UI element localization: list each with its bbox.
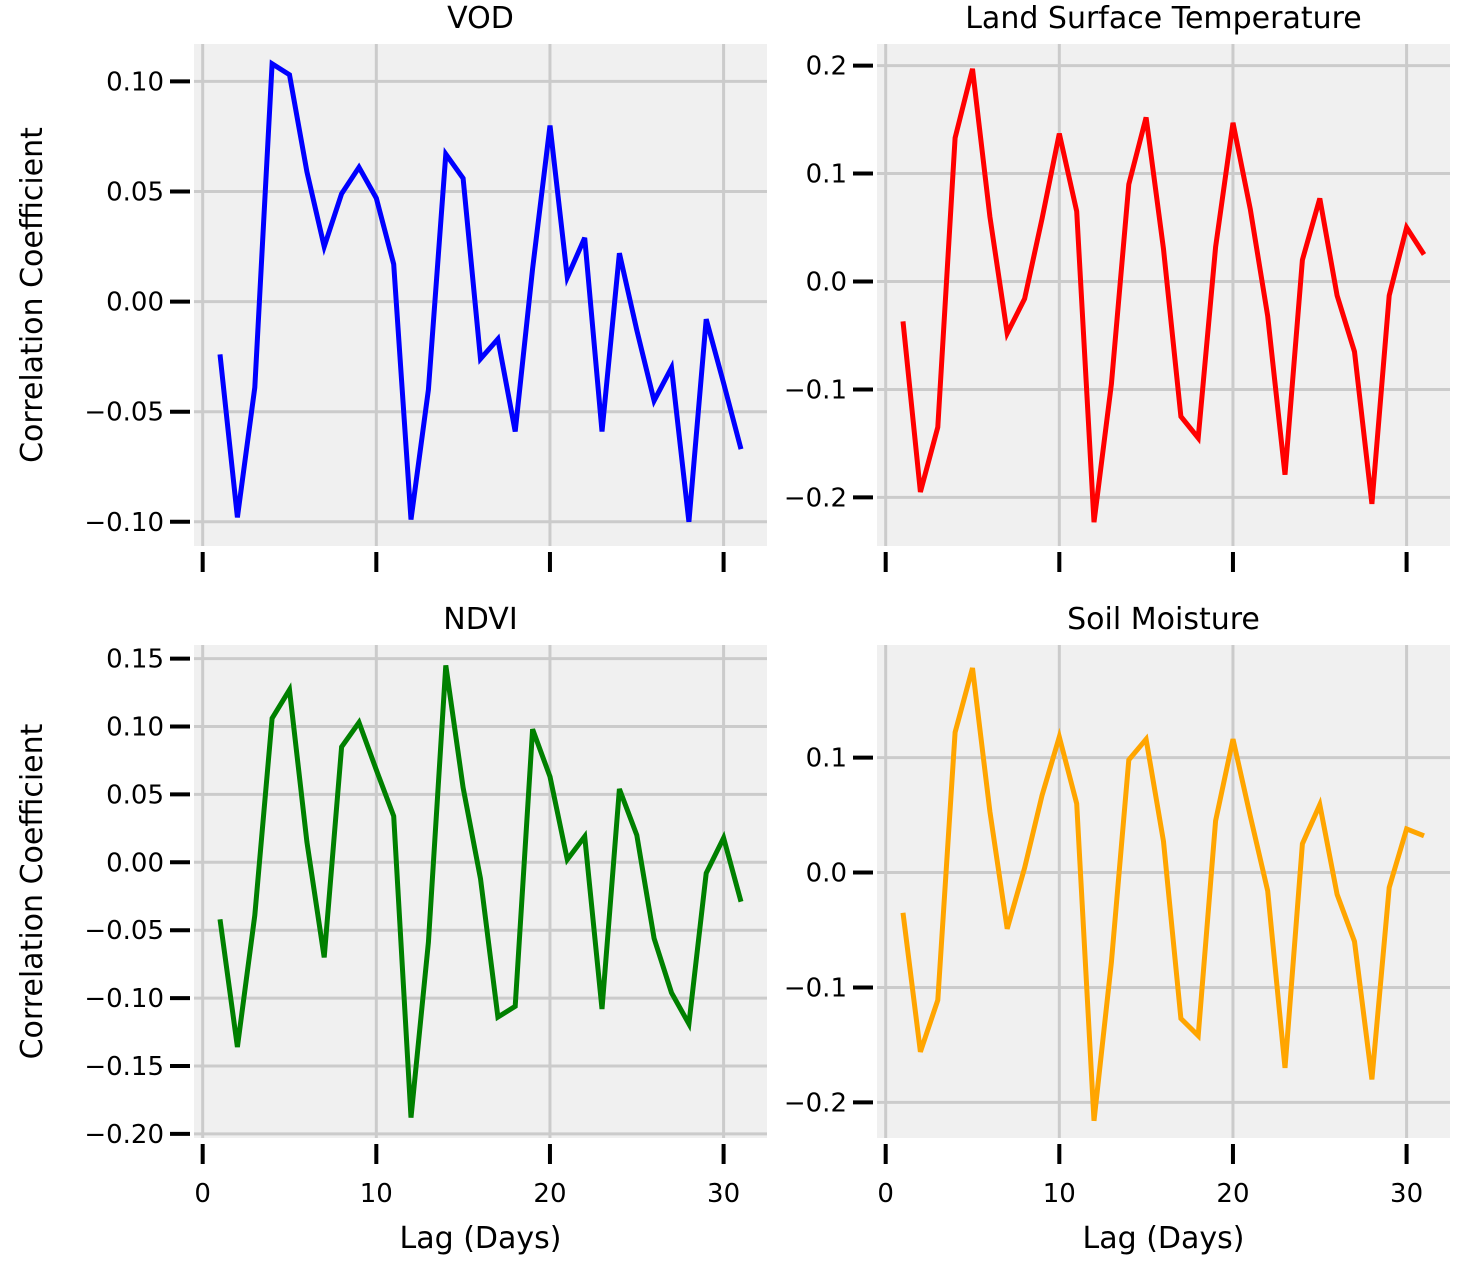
y-tick-label: 0.05 [106,780,164,810]
y-tick-label: 0.1 [806,160,847,190]
y-tick-label: 0.10 [106,67,164,97]
x-tick-label: 10 [360,1179,393,1209]
y-axis-label: Correlation Coefficient [15,127,50,463]
subplot-title: VOD [447,1,514,36]
subplot-1: −0.10 −0.05 0.00 0.05 0.10 VOD Correlation Coe… [15,1,767,572]
subplot-2: −0.2 −0.1 0.0 0.1 0.2 Land Surface Temperatur… [784,1,1450,572]
x-axis-label: Lag (Days) [1083,1221,1245,1256]
x-tick-label: 0 [194,1179,211,1209]
x-tick-label: 10 [1043,1179,1076,1209]
y-tick-label: 0.00 [106,848,164,878]
y-tick-label: −0.2 [784,483,847,513]
y-tick-label: 0.15 [106,645,164,675]
y-tick-label: −0.10 [84,984,164,1014]
y-tick-label: −0.20 [84,1120,164,1150]
y-tick-label: 0.00 [106,288,164,318]
series-line [900,68,1427,523]
y-tick-label: −0.1 [784,973,847,1003]
y-tick-label: 0.05 [106,178,164,208]
y-tick-label: −0.10 [84,508,164,538]
series-line [217,665,744,1118]
y-tick-label: 0.0 [806,268,847,298]
y-tick-label: 0.1 [806,744,847,774]
plot-area [194,44,767,546]
x-axis-label: Lag (Days) [400,1221,562,1256]
series-line [900,667,1425,1122]
y-tick-label: −0.15 [84,1052,164,1082]
x-tick-label: 30 [707,1179,740,1209]
subplot-title: NDVI [443,602,517,637]
y-axis-label: Correlation Coefficient [15,723,50,1059]
plot-area [877,645,1450,1138]
x-tick-label: 30 [1390,1179,1423,1209]
plot-area [877,44,1450,546]
x-tick-label: 20 [533,1179,566,1209]
subplot-title: Soil Moisture [1067,602,1260,637]
y-tick-label: −0.1 [784,375,847,405]
y-tick-label: −0.05 [84,916,164,946]
subplot-4: −0.2 −0.1 0.0 0.1 0 10 20 30 Soil Moisture Lag (D… [784,602,1450,1256]
y-tick-label: −0.05 [84,398,164,428]
x-tick-label: 0 [877,1179,894,1209]
subplot-title: Land Surface Temperature [965,1,1362,36]
x-tick-label: 20 [1216,1179,1249,1209]
subplot-3: −0.20 −0.15 −0.10 −0.05 0.00 0.05 0.10 0.15 0 10 2… [15,602,767,1256]
y-tick-label: 0.0 [806,859,847,889]
y-tick-label: 0.2 [806,52,847,82]
y-tick-label: −0.2 [784,1088,847,1118]
series-line [217,59,744,523]
y-tick-label: 0.10 [106,712,164,742]
